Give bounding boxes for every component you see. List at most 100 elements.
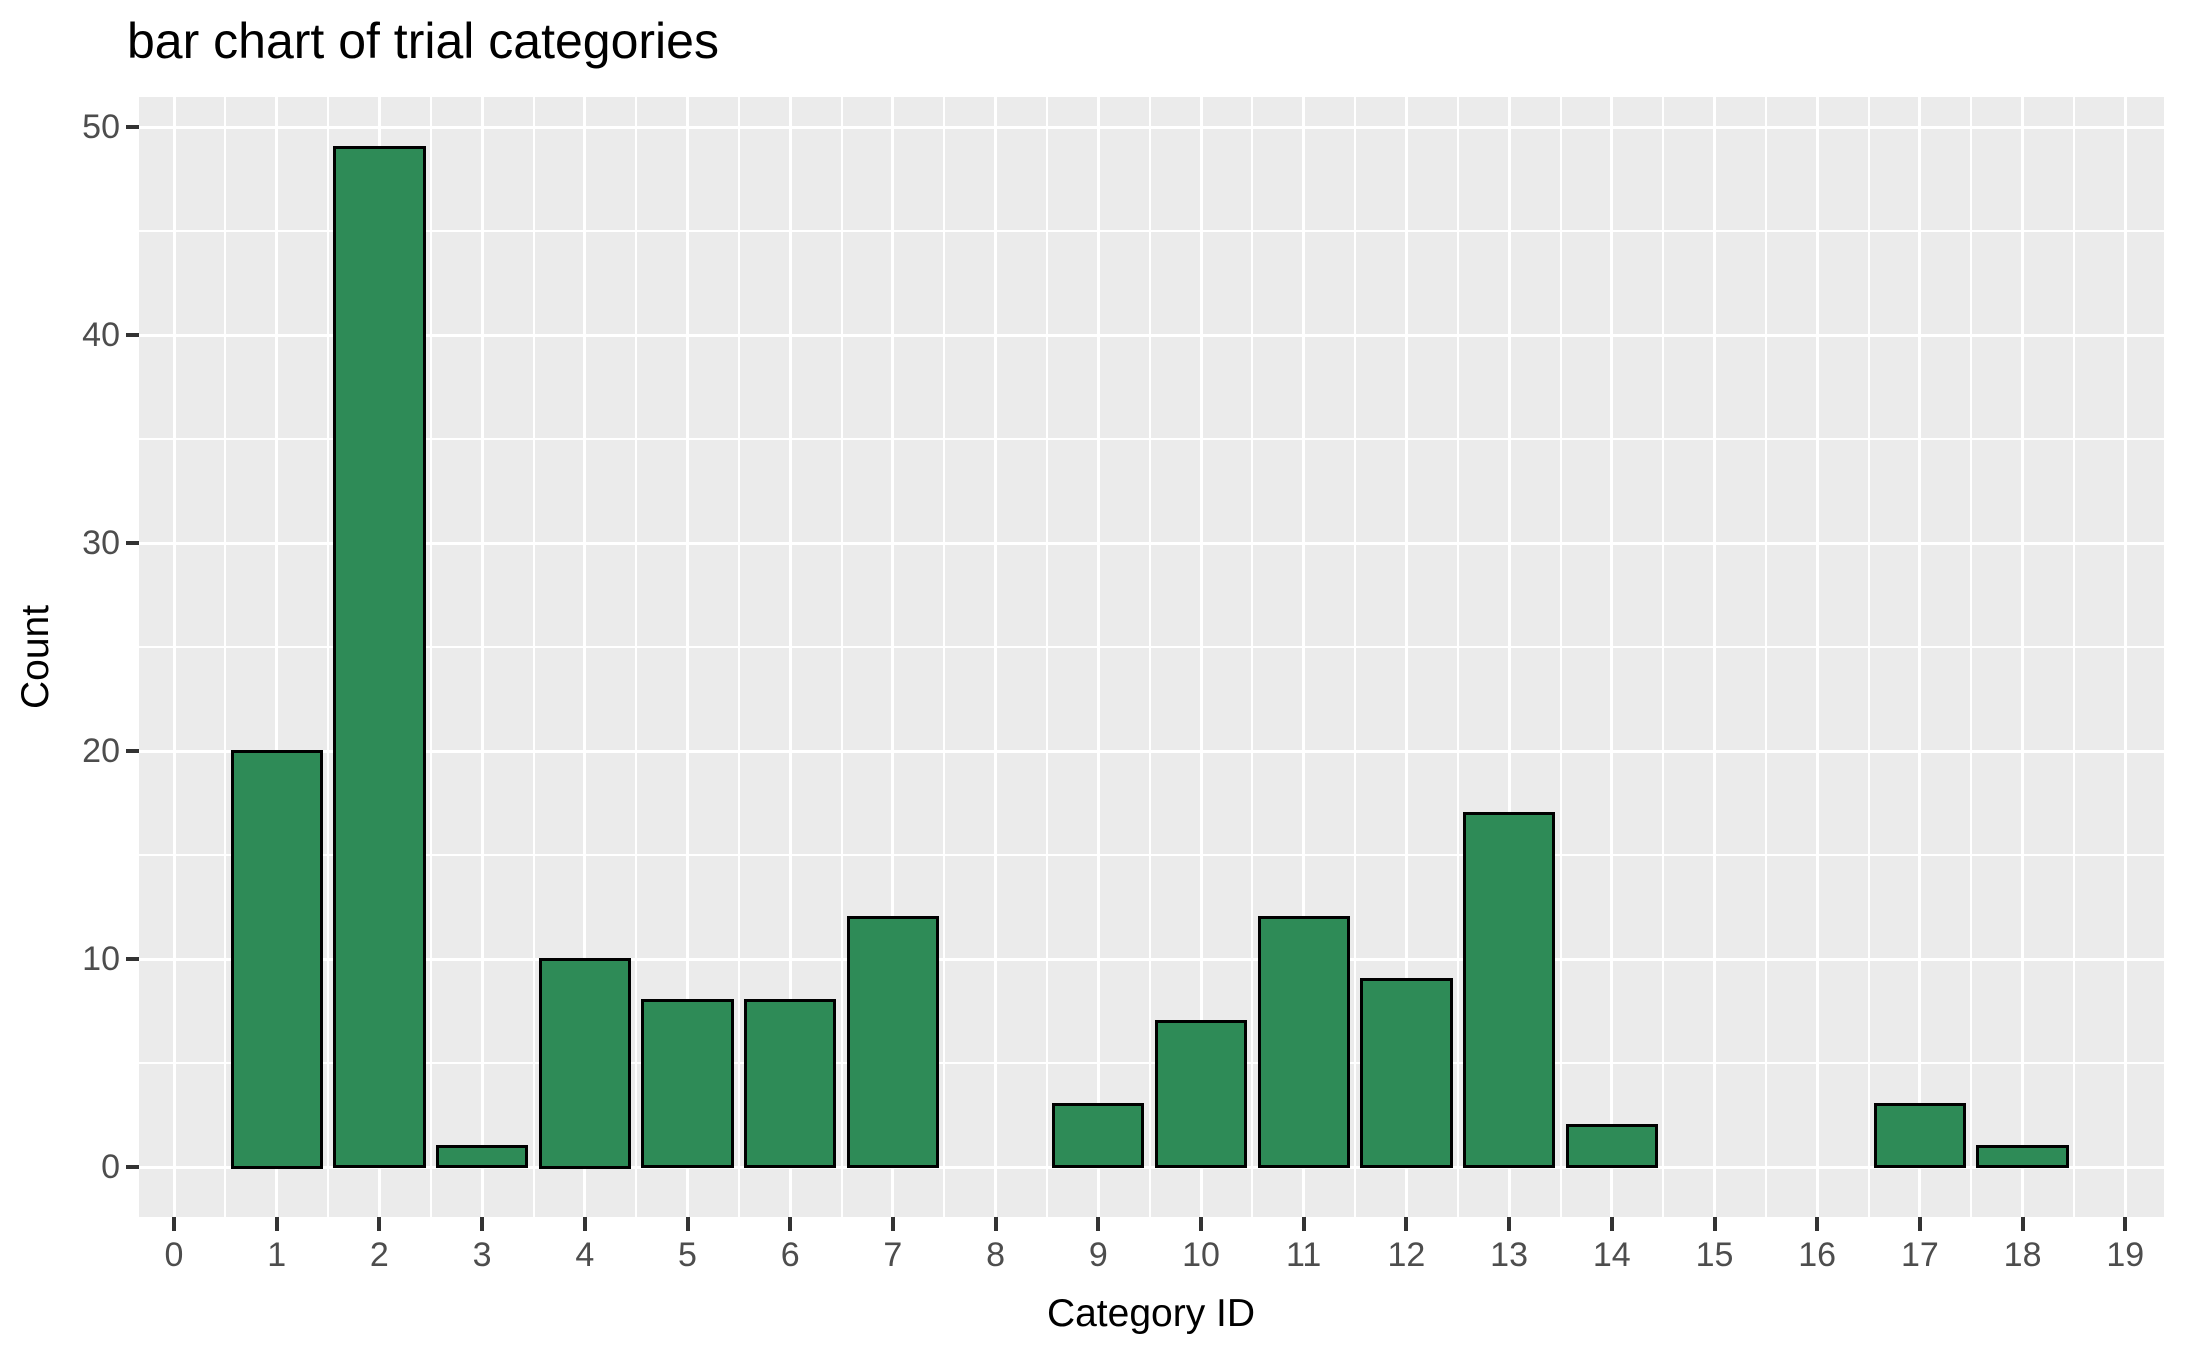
x-tick-label: 1 bbox=[267, 1236, 287, 1274]
x-tick-label: 16 bbox=[1798, 1236, 1837, 1274]
gridline-major-vertical bbox=[1610, 97, 1614, 1217]
x-tick-label: 2 bbox=[369, 1236, 389, 1274]
gridline-major-vertical bbox=[480, 97, 484, 1217]
bar bbox=[1360, 978, 1453, 1169]
x-tick-label: 3 bbox=[472, 1236, 492, 1274]
y-tick-label: 40 bbox=[82, 316, 120, 354]
gridline-minor-vertical bbox=[1251, 97, 1254, 1217]
x-tick-mark bbox=[993, 1217, 998, 1231]
x-tick-mark bbox=[2123, 1217, 2128, 1231]
y-axis-title: Count bbox=[14, 604, 57, 710]
gridline-minor-vertical bbox=[737, 97, 740, 1217]
gridline-major-vertical bbox=[1918, 97, 1922, 1217]
x-tick-mark bbox=[1815, 1217, 1820, 1231]
gridline-minor-vertical bbox=[635, 97, 638, 1217]
x-tick-label: 11 bbox=[1286, 1236, 1322, 1274]
y-tick-mark bbox=[126, 1165, 139, 1169]
gridline-major-horizontal bbox=[139, 749, 2164, 753]
gridline-minor-vertical bbox=[1148, 97, 1151, 1217]
x-tick-mark bbox=[480, 1217, 485, 1231]
gridline-major-vertical bbox=[1507, 97, 1511, 1217]
gridline-major-horizontal bbox=[139, 1165, 2164, 1169]
gridline-major-horizontal bbox=[139, 541, 2164, 545]
gridline-major-horizontal bbox=[139, 333, 2164, 337]
gridline-minor-horizontal bbox=[139, 854, 2164, 856]
gridline-minor-horizontal bbox=[139, 1062, 2164, 1064]
gridline-major-vertical bbox=[686, 97, 689, 1217]
gridline-minor-vertical bbox=[1559, 97, 1562, 1217]
x-tick-mark bbox=[1609, 1217, 1614, 1231]
gridline-major-vertical bbox=[275, 97, 279, 1217]
x-tick-mark bbox=[890, 1217, 895, 1231]
y-tick-label: 50 bbox=[82, 108, 120, 146]
x-tick-label: 4 bbox=[575, 1236, 595, 1274]
gridline-major-vertical bbox=[1713, 97, 1716, 1217]
gridline-minor-vertical bbox=[1764, 97, 1767, 1217]
bar bbox=[846, 915, 940, 1169]
gridline-major-vertical bbox=[1302, 97, 1306, 1217]
x-tick-mark bbox=[788, 1217, 793, 1231]
gridline-minor-vertical bbox=[840, 97, 843, 1217]
x-tick-mark bbox=[1096, 1217, 1101, 1231]
bar bbox=[1257, 915, 1350, 1169]
x-tick-mark bbox=[1199, 1217, 1203, 1231]
x-tick-label: 13 bbox=[1490, 1236, 1528, 1274]
gridline-minor-horizontal bbox=[139, 230, 2164, 232]
bar bbox=[1154, 1019, 1248, 1169]
gridline-major-vertical bbox=[1404, 97, 1408, 1217]
x-tick-mark bbox=[377, 1217, 382, 1231]
bar bbox=[1565, 1123, 1658, 1169]
gridline-major-horizontal bbox=[139, 957, 2164, 961]
x-tick-label: 14 bbox=[1592, 1236, 1631, 1274]
x-axis-title: Category ID bbox=[1046, 1292, 1256, 1335]
y-tick-mark bbox=[126, 125, 139, 129]
gridline-major-vertical bbox=[583, 97, 587, 1217]
y-tick-label: 30 bbox=[82, 524, 120, 562]
gridline-minor-vertical bbox=[1456, 97, 1459, 1217]
y-tick-mark bbox=[126, 541, 139, 545]
gridline-major-vertical bbox=[891, 97, 895, 1217]
y-tick-mark bbox=[126, 749, 139, 753]
y-tick-mark bbox=[126, 333, 139, 337]
chart-title: bar chart of trial categories bbox=[127, 13, 719, 69]
gridline-minor-horizontal bbox=[139, 646, 2164, 648]
bar bbox=[230, 749, 323, 1169]
bar bbox=[333, 146, 426, 1169]
bar bbox=[1976, 1144, 2069, 1169]
gridline-minor-vertical bbox=[1046, 97, 1048, 1217]
x-tick-mark bbox=[274, 1217, 279, 1231]
x-tick-mark bbox=[1507, 1217, 1512, 1231]
gridline-minor-vertical bbox=[1662, 97, 1665, 1217]
x-tick-mark bbox=[582, 1217, 587, 1231]
gridline-major-vertical bbox=[1199, 97, 1203, 1217]
gridline-minor-vertical bbox=[532, 97, 535, 1217]
x-tick-mark bbox=[1404, 1217, 1409, 1231]
x-tick-label: 0 bbox=[164, 1236, 184, 1274]
x-tick-mark bbox=[172, 1217, 176, 1231]
x-tick-label: 19 bbox=[2106, 1236, 2145, 1274]
x-tick-label: 12 bbox=[1387, 1236, 1426, 1274]
x-tick-label: 18 bbox=[2003, 1236, 2042, 1274]
gridline-major-vertical bbox=[172, 97, 176, 1217]
x-tick-label: 7 bbox=[883, 1236, 903, 1274]
x-tick-label: 6 bbox=[780, 1236, 800, 1274]
gridline-major-horizontal bbox=[139, 125, 2164, 129]
bar bbox=[1462, 811, 1556, 1169]
gridline-minor-vertical bbox=[1867, 97, 1870, 1217]
plot-panel bbox=[139, 97, 2164, 1217]
bar bbox=[641, 999, 734, 1169]
bar bbox=[1052, 1103, 1145, 1169]
x-tick-mark bbox=[1301, 1217, 1306, 1231]
gridline-minor-vertical bbox=[327, 97, 330, 1217]
x-tick-mark bbox=[1917, 1217, 1922, 1231]
x-tick-mark bbox=[2020, 1217, 2025, 1231]
gridline-minor-horizontal bbox=[139, 438, 2164, 440]
y-tick-mark bbox=[126, 957, 139, 961]
x-tick-label: 5 bbox=[678, 1236, 697, 1274]
x-tick-mark bbox=[685, 1217, 690, 1231]
bar bbox=[1873, 1103, 1967, 1169]
y-tick-label: 10 bbox=[82, 940, 120, 978]
x-tick-label: 8 bbox=[986, 1236, 1006, 1274]
x-tick-label: 15 bbox=[1695, 1236, 1734, 1274]
